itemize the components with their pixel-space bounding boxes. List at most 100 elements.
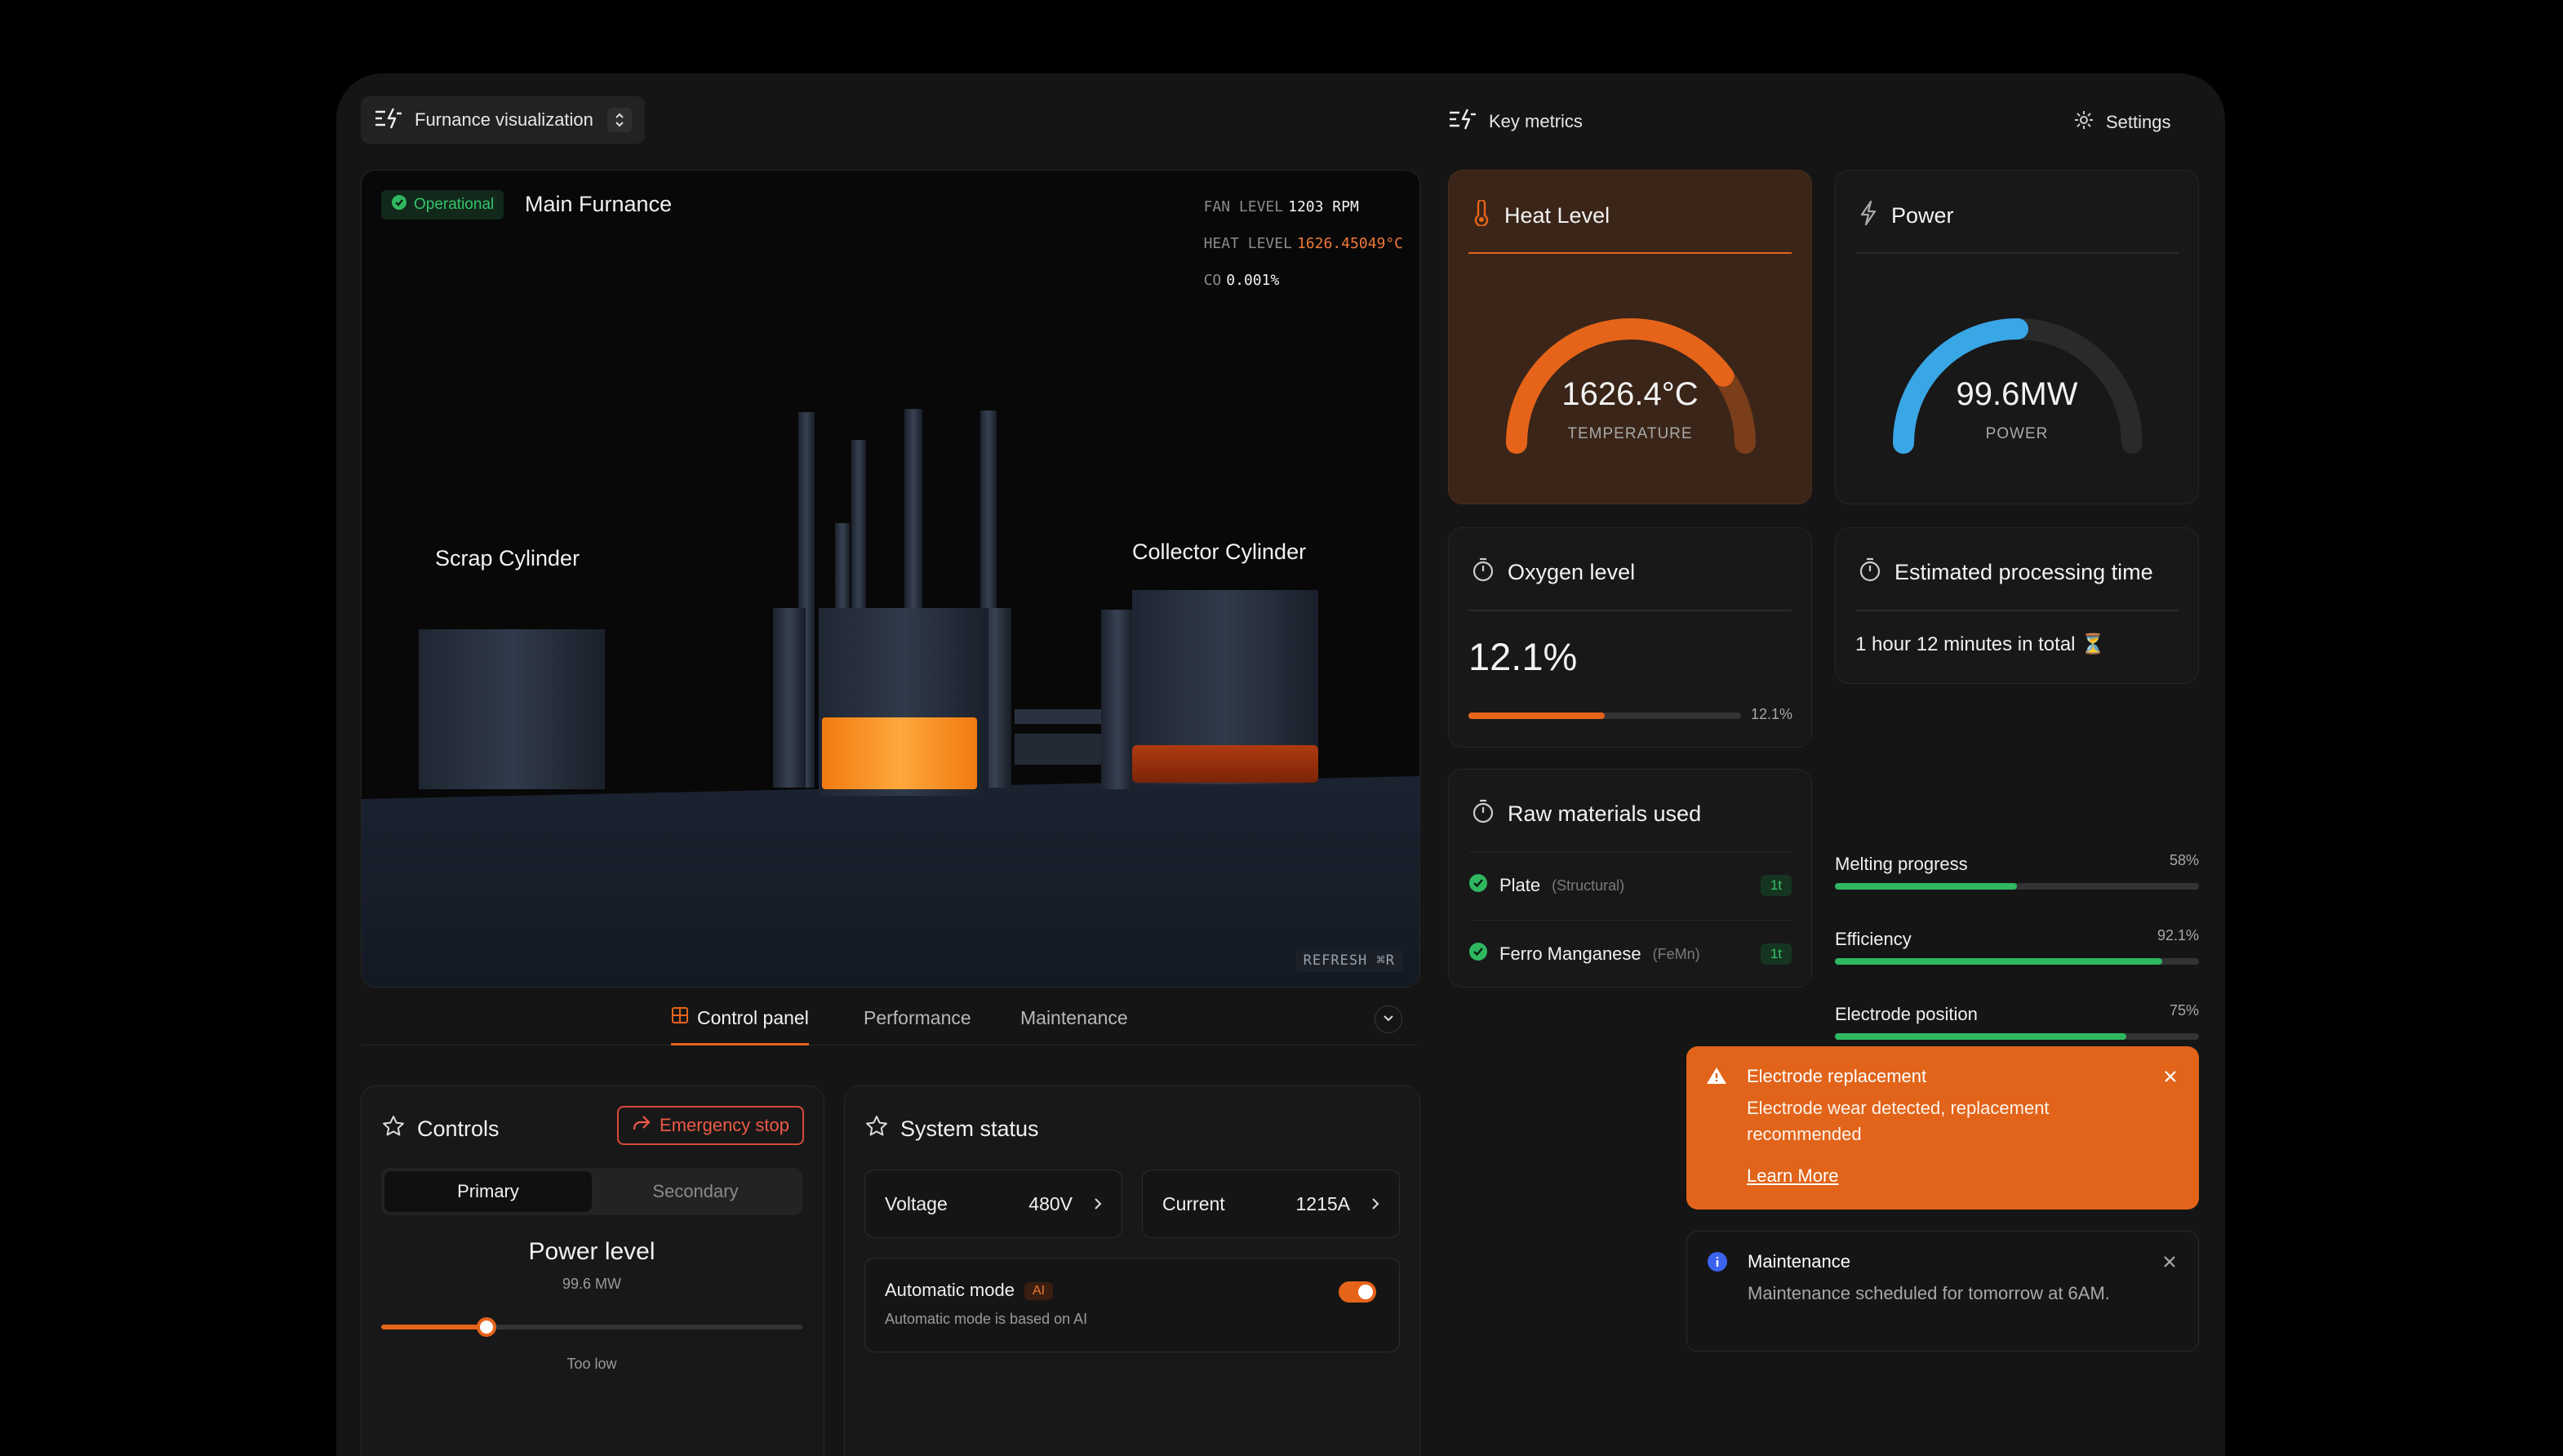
chevron-down-icon [1383,1012,1394,1027]
star-icon [381,1114,406,1144]
collapse-button[interactable] [1375,1005,1402,1033]
melting-progress-pct: 58% [2169,852,2199,868]
efficiency-fill [1835,958,2163,965]
power-level-value: 99.6 MW [562,1276,622,1292]
voltage-label: Voltage [885,1192,948,1214]
current-label: Current [1162,1192,1225,1214]
furnace-viewport[interactable]: Operational Main Furnance FAN LEVEL 1203 … [361,170,1420,988]
close-icon[interactable] [2162,1254,2177,1273]
automatic-mode-title: Automatic mode AI [885,1280,1054,1301]
processing-divider [1855,610,2179,611]
refresh-button[interactable]: REFRESH ⌘R [1295,949,1403,972]
chevron-updown-icon [607,108,632,132]
material-sub: (Structural) [1552,877,1625,894]
power-gauge [1893,318,2143,454]
settings-button[interactable]: Settings [2073,109,2171,135]
check-circle-icon [1468,873,1488,898]
segment-primary[interactable]: Primary [384,1171,592,1212]
electrode-position-fill [1835,1033,2126,1040]
tab-bar: Control panel Performance Maintenance [361,991,1419,1045]
toast-title: Maintenance [1748,1251,1850,1272]
current-card[interactable]: Current 1215A [1142,1170,1400,1238]
processing-time-value: 1 hour 12 minutes in total ⏳ [1855,633,2106,655]
tab-performance[interactable]: Performance [864,1006,971,1028]
furnace-title: Main Furnance [525,192,673,216]
automatic-mode-toggle[interactable] [1339,1281,1376,1303]
power-slider[interactable] [381,1317,802,1337]
stopwatch-icon [1472,799,1495,829]
melting-progress-fill [1835,883,2017,890]
info-icon [1707,1251,1728,1276]
toast-title: Electrode replacement [1747,1066,1927,1086]
status-badge: Operational [381,190,504,220]
power-value: 99.6MW [1956,376,2078,412]
warning-icon [1706,1066,1727,1090]
readout-co: CO 0.001% [1203,272,1280,289]
controls-panel: Controls Emergency stop Primary Secondar… [361,1085,824,1456]
electrode-position-bar [1835,1033,2199,1040]
thermometer-icon [1472,198,1491,232]
material-row[interactable]: Plate (Structural) 1t [1468,851,1792,919]
furnace-logo-icon [374,107,403,134]
system-status-header: System status [864,1114,1039,1144]
furnace-scene [362,409,1419,987]
oxygen-title: Oxygen level [1472,557,1635,588]
oxygen-bar-label: 12.1% [1751,706,1793,722]
view-selector[interactable]: Furnance visualization [361,96,645,144]
readout-heat: HEAT LEVEL 1626.45049°C [1203,235,1403,252]
material-qty: 1t [1760,943,1792,965]
efficiency-bar [1835,958,2199,965]
progress-metrics: Melting progress 58% Efficiency 92.1% El… [1835,777,2199,1040]
gear-icon [2073,109,2094,135]
efficiency-pct: 92.1% [2157,927,2199,943]
material-row[interactable]: Ferro Manganese (FeMn) 1t [1468,920,1792,988]
power-card: Power 99.6MW POWER [1835,170,2199,504]
star-icon [864,1114,889,1144]
view-selector-label: Furnance visualization [415,109,593,130]
check-circle-icon [1468,942,1488,966]
heat-gauge-arc [1506,318,1735,454]
close-icon[interactable] [2163,1069,2178,1088]
material-name: Plate [1499,875,1541,895]
melting-progress-label: Melting progress [1835,854,1968,874]
sensor-readouts: FAN LEVEL 1203 RPM HEAT LEVEL 1626.45049°C… [1204,189,1403,299]
oxygen-card: Oxygen level 12.1% 12.1% [1448,527,1812,748]
processing-time-card: Estimated processing time 1 hour 12 minu… [1835,527,2199,684]
collector-cylinder-label: Collector Cylinder [1132,539,1307,564]
stopwatch-icon [1472,557,1495,588]
oxygen-divider [1468,610,1792,611]
power-divider [1855,252,2179,254]
heat-level-title: Heat Level [1472,198,1610,232]
key-metrics-header: Key metrics [1448,108,1583,135]
power-title: Power [1859,200,1954,232]
voltage-card[interactable]: Voltage 480V [864,1170,1122,1238]
power-slider-thumb[interactable] [477,1317,496,1337]
oxygen-value: 12.1% [1468,635,1578,678]
bolt-icon [1859,200,1878,232]
heat-label: TEMPERATURE [1567,425,1693,442]
heat-level-card: Heat Level 1626.4°C TEMPERATURE [1448,170,1812,504]
grid-icon [671,1006,689,1029]
toast-body: Maintenance scheduled for tomorrow at 6A… [1748,1283,2110,1303]
status-label: Operational [414,196,495,213]
power-label: POWER [1985,425,2049,442]
tab-control-panel[interactable]: Control panel [671,991,809,1045]
material-sub: (FeMn) [1652,945,1700,962]
power-level-title: Power level [528,1238,655,1265]
raw-materials-title: Raw materials used [1472,799,1701,829]
toast-body: Electrode wear detected, replacement rec… [1747,1098,2050,1144]
learn-more-link[interactable]: Learn More [1747,1165,1839,1186]
automatic-mode-desc: Automatic mode is based on AI [885,1311,1088,1327]
emergency-stop-button[interactable]: Emergency stop [617,1106,804,1145]
electrode-position-pct: 75% [2169,1002,2199,1019]
mode-segmented-control: Primary Secondary [381,1168,802,1215]
heat-divider [1468,252,1792,254]
heat-gauge [1506,318,1756,454]
oxygen-bar-fill [1468,712,1605,719]
power-gauge-arc [1893,318,2028,454]
tab-maintenance[interactable]: Maintenance [1020,1006,1128,1028]
voltage-value: 480V [1028,1192,1073,1214]
controls-header: Controls [381,1114,500,1144]
segment-secondary[interactable]: Secondary [652,1181,739,1201]
heat-value: 1626.4°C [1561,376,1699,412]
